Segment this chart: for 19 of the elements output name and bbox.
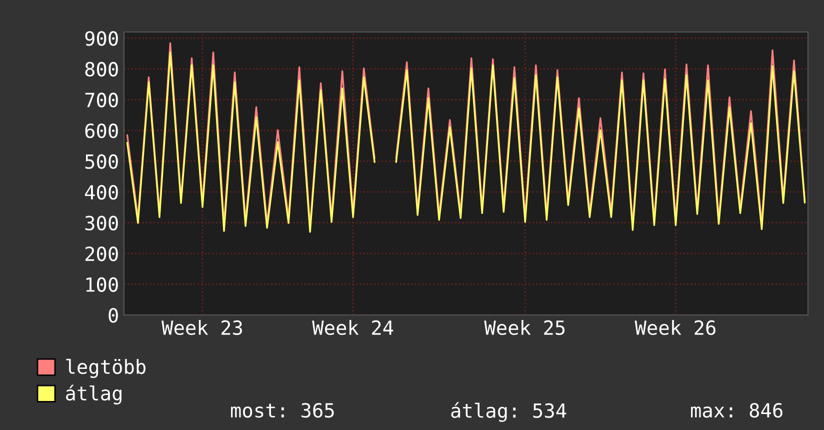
legend-label: legtöbb: [66, 358, 146, 378]
x-tick-label: Week 25: [484, 320, 565, 336]
x-tick-label: Week 26: [634, 320, 716, 336]
y-tick-label: 800: [85, 62, 118, 77]
y-tick-label: 200: [85, 246, 118, 262]
text: átlag: 534: [451, 402, 566, 422]
legend-label: átlag: [66, 384, 122, 404]
y-tick-label: 100: [86, 277, 118, 292]
y-tick-label: 700: [85, 92, 118, 108]
y-tick-label: 600: [85, 123, 118, 138]
y-tick-label: 0: [108, 308, 118, 323]
y-tick-label: 500: [85, 154, 118, 169]
y-tick-label: 300: [85, 216, 118, 230]
x-tick-label: Week 23: [162, 320, 242, 336]
y-tick-label: 900: [85, 31, 118, 46]
y-tick-label: 400: [84, 184, 118, 200]
text: most: 365: [231, 402, 334, 418]
text: max: 846: [691, 402, 782, 418]
x-tick-label: Week 24: [312, 320, 394, 336]
